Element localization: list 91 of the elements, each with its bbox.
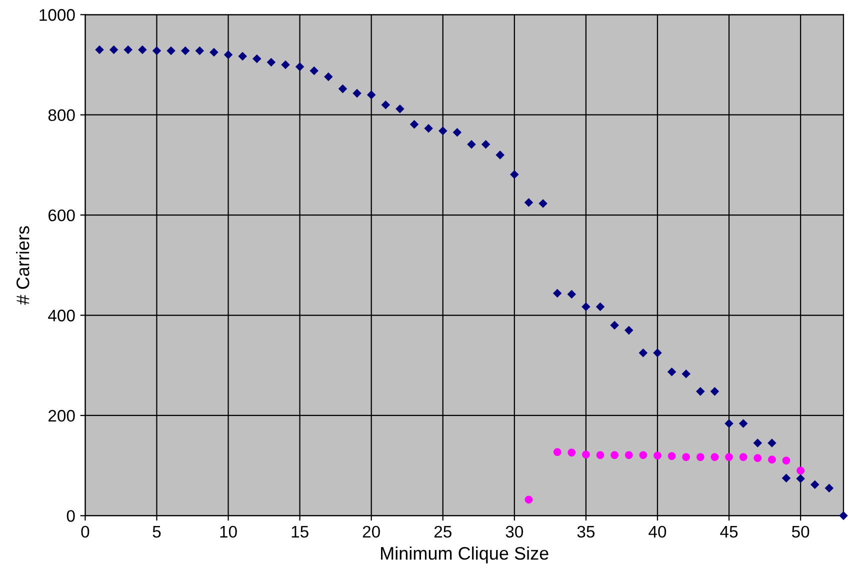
- x-tick-label: 10: [220, 526, 237, 538]
- point: [725, 453, 733, 461]
- point: [410, 120, 419, 129]
- point: [524, 496, 533, 504]
- y-tick-label: 200: [48, 410, 75, 422]
- point: [352, 88, 362, 98]
- point: [510, 170, 519, 179]
- point: [95, 45, 104, 54]
- point: [782, 456, 790, 464]
- point: [152, 46, 162, 56]
- point: [754, 454, 762, 462]
- point: [438, 126, 448, 136]
- point: [568, 448, 576, 456]
- x-tick-label: 20: [362, 526, 380, 538]
- point: [552, 288, 562, 298]
- point: [210, 48, 218, 57]
- y-tick-label: 0: [66, 510, 75, 522]
- point: [610, 320, 619, 330]
- point: [582, 450, 590, 458]
- point: [452, 128, 462, 137]
- point: [238, 52, 247, 61]
- point: [582, 302, 590, 312]
- x-tick-label: 45: [720, 526, 738, 538]
- point: [252, 54, 262, 64]
- point: [396, 104, 404, 114]
- point: [180, 46, 190, 56]
- point: [138, 45, 147, 54]
- point: [824, 484, 834, 493]
- point: [682, 369, 690, 378]
- x-tick-label: 30: [506, 526, 524, 538]
- point: [768, 456, 776, 464]
- point: [567, 290, 576, 299]
- point: [538, 199, 548, 208]
- point: [796, 466, 804, 475]
- point: [696, 453, 704, 461]
- x-tick-label: 35: [577, 526, 595, 538]
- point: [366, 90, 376, 100]
- point: [810, 480, 820, 490]
- point: [195, 46, 204, 56]
- point: [796, 474, 805, 483]
- point: [653, 348, 662, 358]
- point: [310, 66, 319, 76]
- point: [381, 100, 390, 110]
- point: [496, 150, 504, 160]
- x-tick-label: 15: [292, 526, 308, 538]
- point: [338, 84, 348, 94]
- point: [553, 448, 562, 456]
- point: [324, 72, 333, 82]
- point: [839, 511, 848, 520]
- y-axis-title: # Carriers: [16, 226, 30, 305]
- point: [667, 367, 676, 376]
- point: [281, 60, 290, 70]
- point: [596, 451, 604, 459]
- point: [753, 438, 762, 448]
- point: [109, 45, 118, 54]
- point: [639, 451, 648, 459]
- x-axis-title: Minimum Clique Size: [381, 546, 548, 564]
- point: [668, 452, 676, 460]
- x-tick-label: 40: [648, 526, 666, 538]
- point: [481, 140, 490, 149]
- point: [654, 452, 662, 460]
- point: [638, 348, 648, 358]
- point: [524, 198, 534, 207]
- point: [295, 62, 304, 72]
- point: [682, 453, 690, 461]
- point: [624, 451, 633, 459]
- point: [768, 438, 776, 448]
- point: [782, 474, 791, 482]
- y-tick-label: 600: [48, 209, 75, 222]
- point: [710, 453, 719, 461]
- point: [624, 326, 634, 335]
- point: [467, 140, 476, 149]
- point: [266, 58, 276, 67]
- x-tick-label: 25: [434, 526, 452, 538]
- point: [696, 387, 705, 396]
- y-tick-label: 1000: [40, 9, 75, 21]
- x-tick-label: 0: [81, 526, 90, 538]
- point: [710, 387, 720, 396]
- point: [224, 50, 233, 60]
- point: [166, 46, 176, 56]
- point: [610, 451, 618, 459]
- point: [424, 124, 433, 133]
- x-tick-label: 50: [792, 526, 810, 538]
- x-tick-label: 5: [152, 526, 161, 538]
- y-tick-label: 800: [48, 109, 75, 122]
- point: [739, 453, 748, 461]
- point: [724, 419, 734, 428]
- point: [596, 302, 605, 312]
- y-tick-label: 400: [48, 310, 75, 322]
- point: [124, 45, 133, 54]
- point: [738, 419, 748, 428]
